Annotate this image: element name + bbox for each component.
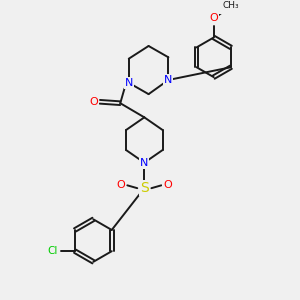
Text: N: N xyxy=(124,78,133,88)
Text: CH₃: CH₃ xyxy=(222,1,239,10)
Text: O: O xyxy=(90,97,99,107)
Text: S: S xyxy=(140,181,149,195)
Text: O: O xyxy=(117,180,125,190)
Text: N: N xyxy=(140,158,148,168)
Text: Cl: Cl xyxy=(47,246,58,256)
Text: N: N xyxy=(124,78,133,88)
Text: O: O xyxy=(163,180,172,190)
Text: O: O xyxy=(209,13,218,23)
Text: N: N xyxy=(164,75,172,85)
